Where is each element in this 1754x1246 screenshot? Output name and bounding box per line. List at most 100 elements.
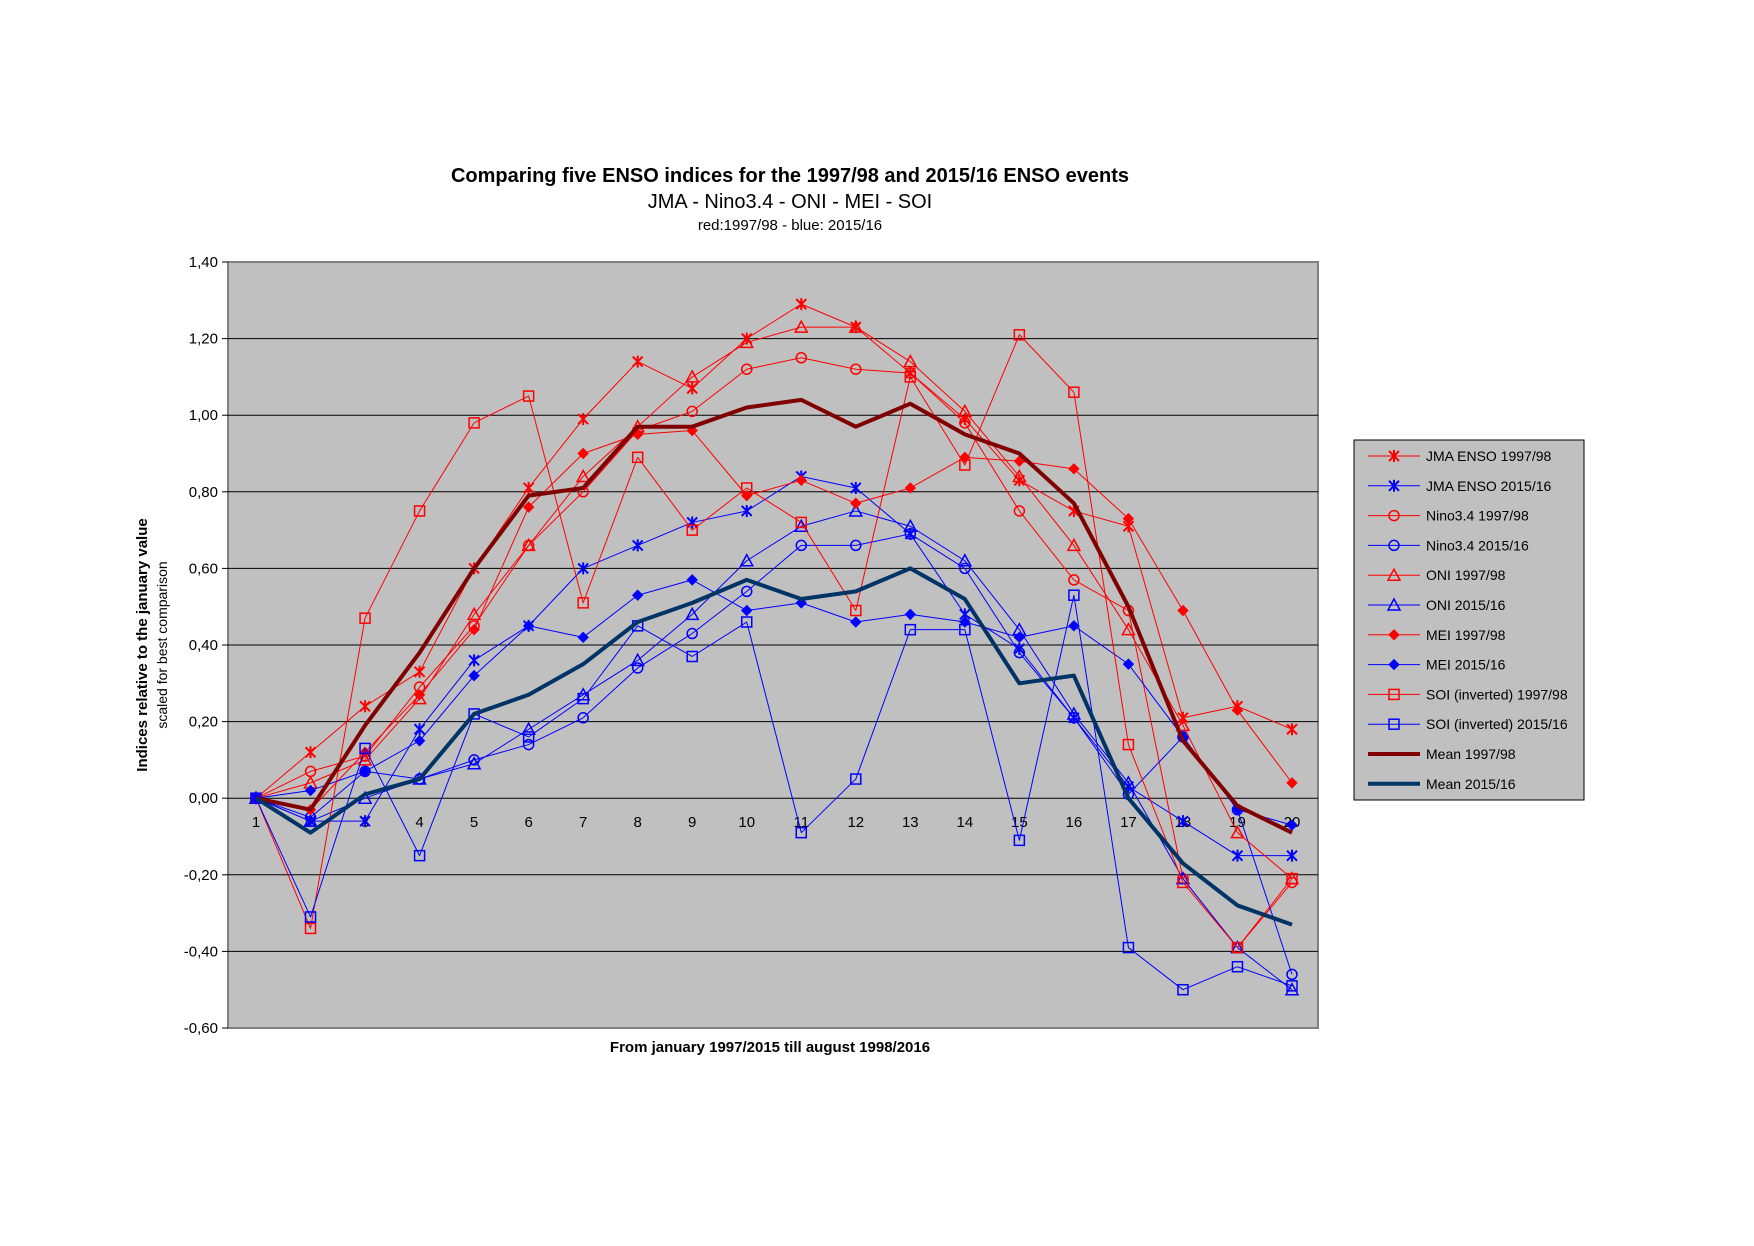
data-point <box>1068 463 1080 475</box>
data-point <box>413 665 426 678</box>
data-point <box>630 652 645 667</box>
legend-box <box>1353 439 1585 801</box>
data-point <box>1068 574 1080 586</box>
data-point <box>631 662 644 674</box>
x-tick-label: 14 <box>956 814 973 831</box>
legend-item: Mean 2015/16 <box>1368 776 1516 792</box>
y-tick-label: -0,20 <box>184 867 218 884</box>
legend-label: MEI 2015/16 <box>1426 657 1506 673</box>
series-line <box>255 397 1293 835</box>
data-point <box>795 474 807 487</box>
y-tick-label: 1,00 <box>189 407 218 424</box>
legend-item: MEI 1997/98 <box>1368 627 1506 643</box>
data-point <box>1284 982 1300 996</box>
legend-label: SOI (inverted) 1997/98 <box>1426 686 1568 702</box>
data-point <box>303 813 318 827</box>
series-line <box>254 566 1293 927</box>
legend-item: Mean 1997/98 <box>1368 746 1516 762</box>
data-point <box>577 692 589 705</box>
data-point <box>1175 717 1191 732</box>
data-point <box>468 417 480 429</box>
data-point <box>1013 329 1026 341</box>
legend-item: JMA ENSO 2015/16 <box>1368 478 1552 494</box>
y-tick-label: 0,20 <box>189 714 218 731</box>
data-point <box>577 712 589 724</box>
x-tick-label: 10 <box>738 814 755 831</box>
y-tick-label: 0,80 <box>189 484 218 501</box>
x-tick-label: 6 <box>524 814 532 831</box>
data-point <box>468 623 480 636</box>
legend-label: JMA ENSO 1997/98 <box>1426 448 1552 464</box>
data-point <box>521 721 536 736</box>
data-point <box>740 616 753 628</box>
data-point <box>1286 723 1298 736</box>
data-point <box>1388 479 1400 492</box>
series-soi-inverted-2015-16 <box>250 589 1298 996</box>
data-point <box>1013 834 1026 847</box>
series-line <box>255 357 1293 949</box>
data-point <box>959 459 971 471</box>
data-point <box>522 738 535 751</box>
data-point <box>522 481 535 494</box>
y-tick-label: 0,60 <box>189 560 218 577</box>
legend-label: Nino3.4 1997/98 <box>1426 508 1529 524</box>
data-point <box>740 482 753 494</box>
data-point <box>413 689 426 701</box>
data-point <box>468 654 480 667</box>
legend-label: Nino3.4 2015/16 <box>1426 537 1529 553</box>
data-point <box>466 756 482 770</box>
x-tick-label: 1 <box>252 814 260 831</box>
series-soi-inverted-1997-98 <box>250 329 1298 954</box>
legend-item: JMA ENSO 1997/98 <box>1368 448 1552 464</box>
legend-label: Mean 1997/98 <box>1426 746 1516 762</box>
data-point <box>1286 777 1298 789</box>
x-axis-label: From january 1997/2015 till august 1998/… <box>610 1039 930 1056</box>
data-point <box>904 482 917 494</box>
data-point <box>1231 849 1244 862</box>
data-point <box>739 553 755 567</box>
data-point <box>1286 980 1298 992</box>
data-point <box>1230 825 1245 839</box>
legend-label: ONI 1997/98 <box>1426 567 1506 583</box>
legend-item: Nino3.4 2015/16 <box>1368 537 1529 553</box>
data-point <box>1013 505 1026 517</box>
y-axis-label-secondary: scaled for best comparison <box>154 561 170 728</box>
data-point <box>904 371 917 383</box>
data-point <box>1388 539 1400 552</box>
data-point <box>850 773 862 785</box>
data-point <box>1012 468 1027 483</box>
legend-label: MEI 1997/98 <box>1426 627 1506 643</box>
data-point <box>740 363 753 375</box>
data-point <box>741 504 753 517</box>
data-point <box>631 355 644 368</box>
data-point <box>1013 646 1026 659</box>
data-point <box>1388 450 1400 462</box>
legend-label: Mean 2015/16 <box>1426 776 1516 792</box>
data-point <box>740 585 753 598</box>
data-point <box>1068 386 1080 398</box>
data-point <box>959 417 971 429</box>
data-point <box>904 608 917 621</box>
data-point <box>521 537 536 552</box>
chart-title: Comparing five ENSO indices for the 1997… <box>451 165 1129 187</box>
data-point <box>359 815 371 828</box>
data-point <box>468 754 480 766</box>
data-point <box>1121 775 1136 789</box>
legend-item: MEI 2015/16 <box>1368 657 1506 673</box>
data-point <box>686 574 698 586</box>
data-point <box>1066 537 1082 552</box>
data-point <box>359 742 371 755</box>
data-point <box>848 503 864 517</box>
data-point <box>1066 706 1082 720</box>
data-point <box>1231 704 1244 716</box>
x-tick-label: 19 <box>1229 814 1246 831</box>
x-tick-label: 16 <box>1066 814 1083 831</box>
x-tick-label: 9 <box>688 814 696 831</box>
data-point <box>850 363 862 375</box>
data-point <box>1388 658 1400 671</box>
chart-subtitle: JMA - Nino3.4 - ONI - MEI - SOI <box>648 191 933 213</box>
data-point <box>304 784 317 797</box>
series-line <box>255 510 1293 991</box>
legend-label: JMA ENSO 2015/16 <box>1426 478 1552 494</box>
